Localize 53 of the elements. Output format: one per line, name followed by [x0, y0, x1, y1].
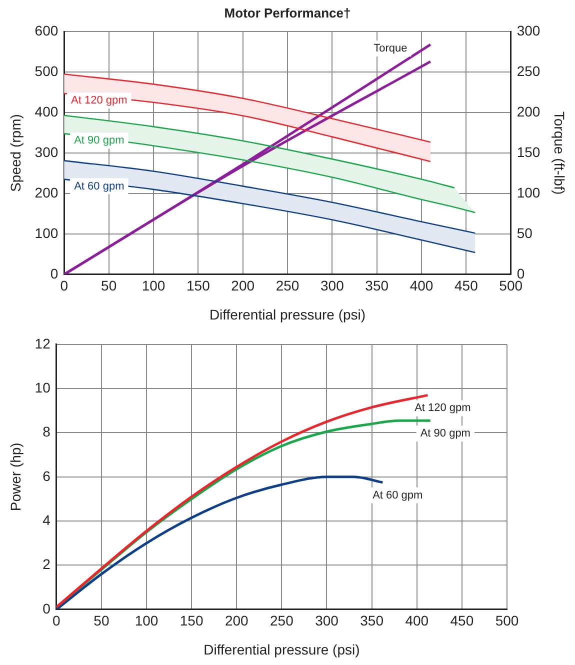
y-tick-label: 200 [34, 184, 58, 200]
x-tick-label: 100 [134, 612, 158, 629]
y2-axis-title: Torque (ft-lbf) [552, 111, 568, 195]
series-label: At 60 gpm [372, 489, 423, 502]
x-tick-label: 0 [60, 278, 68, 294]
y-tick-label: 400 [34, 103, 58, 120]
x-tick-label: 50 [101, 278, 117, 294]
y2-tick-label: 200 [516, 103, 540, 120]
y-tick-label: 0 [50, 265, 58, 282]
series-label: At 120 gpm [414, 402, 471, 414]
x-tick-label: 500 [495, 612, 519, 629]
x-tick-label: 200 [224, 612, 249, 629]
y2-tick-label: 50 [516, 224, 533, 241]
series-label: At 90 gpm [74, 134, 124, 147]
series-label: At 120 gpm [71, 94, 128, 107]
y-tick-label: 100 [34, 224, 58, 241]
y-axis-title: Speed (rpm) [7, 114, 24, 192]
y-tick-label: 2 [42, 556, 51, 572]
y2-tick-label: 250 [516, 62, 540, 79]
x-axis-title: Differential pressure (psi) [204, 641, 360, 658]
y-tick-label: 6 [42, 468, 51, 484]
y2-tick-label: 150 [516, 144, 540, 160]
y-tick-label: 0 [42, 600, 51, 616]
y-tick-label: 8 [42, 424, 51, 440]
x-tick-label: 150 [180, 612, 204, 629]
y2-tick-label: 100 [516, 184, 540, 200]
x-tick-label: 100 [142, 278, 166, 294]
x-tick-label: 250 [270, 612, 294, 629]
y-tick-label: 4 [42, 512, 51, 528]
y-tick-label: 300 [34, 144, 58, 160]
x-tick-label: 300 [320, 278, 344, 294]
y-axis-title: Power (hp) [7, 442, 24, 512]
x-tick-label: 350 [360, 612, 384, 629]
series-label: At 60 gpm [74, 180, 124, 192]
x-tick-label: 300 [315, 612, 339, 629]
x-tick-label: 200 [231, 278, 255, 294]
y-tick-label: 500 [34, 62, 58, 79]
y-tick-label: 600 [34, 22, 58, 38]
y-tick-label: 12 [34, 335, 51, 352]
y-tick-label: 10 [34, 379, 51, 396]
chart-title: Motor Performance† [224, 5, 351, 20]
series-label: Torque [374, 42, 408, 55]
x-tick-label: 50 [94, 612, 110, 629]
y2-tick-label: 300 [516, 22, 540, 38]
x-tick-label: 400 [405, 612, 429, 629]
series-label: At 90 gpm [420, 428, 470, 440]
x-tick-label: 450 [454, 278, 478, 294]
x-tick-label: 250 [276, 278, 300, 294]
x-axis-title: Differential pressure (psi) [209, 306, 366, 322]
x-tick-label: 400 [410, 278, 434, 294]
x-tick-label: 450 [450, 612, 474, 629]
x-tick-label: 350 [365, 278, 389, 294]
x-tick-label: 150 [186, 278, 210, 294]
